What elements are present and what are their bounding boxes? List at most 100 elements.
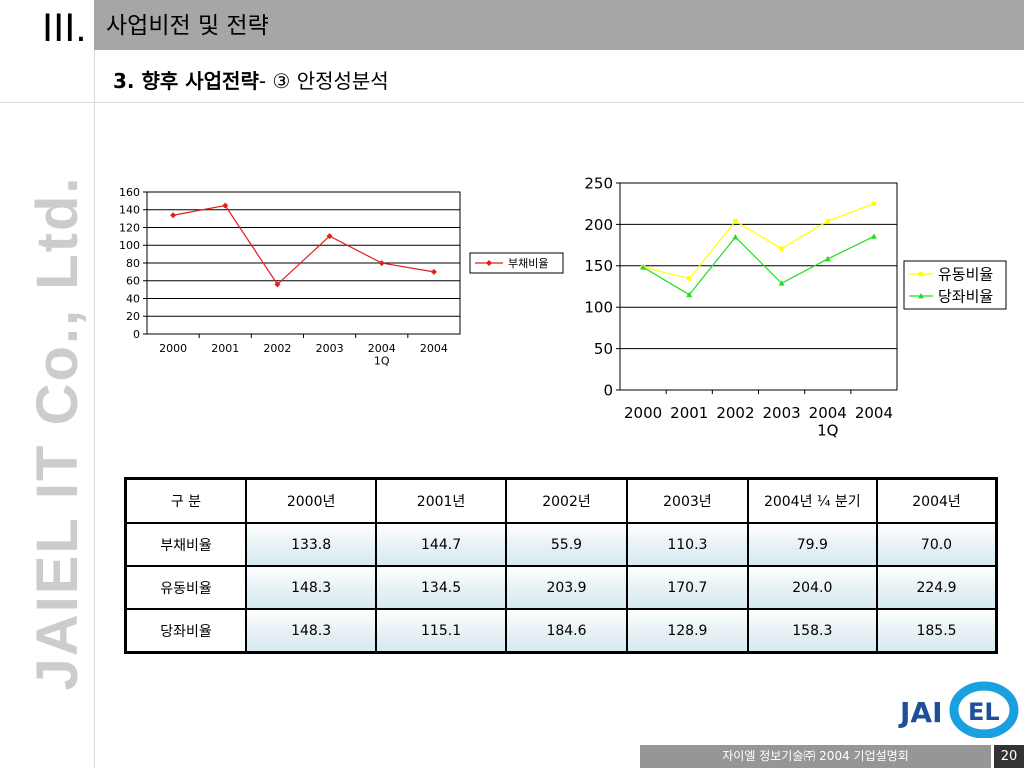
table-row-label: 유동비율 — [124, 565, 247, 610]
x-tick-label: 2002 — [263, 342, 291, 355]
jaiel-logo: JAI EL — [898, 681, 1019, 738]
y-tick-label: 120 — [119, 221, 140, 234]
table-cell: 148.3 — [244, 565, 378, 610]
x-tick-label: 2002 — [716, 404, 754, 422]
footer-bar: 자이엘 정보기술㈜ 2004 기업설명회 — [640, 745, 991, 768]
y-tick-label: 100 — [584, 299, 613, 317]
table-header-cell: 2000년 — [244, 477, 378, 524]
legend-marker — [918, 293, 924, 299]
table-cell: 185.5 — [876, 608, 998, 654]
subtitle-bold-part: 3. 향후 사업전략 — [113, 69, 259, 93]
subtitle-rest-part: - ③ 안정성분석 — [258, 69, 389, 93]
table-header-cell: 2004년 ¼ 분기 — [746, 477, 879, 524]
section-title: 사업비전 및 전략 — [106, 13, 269, 39]
x-tick-label: 2004 1Q — [809, 404, 847, 439]
table-cell: 148.3 — [244, 608, 378, 654]
legend-label: 당좌비율 — [938, 287, 993, 305]
table-cell: 204.0 — [746, 565, 879, 610]
legend-marker — [486, 260, 492, 266]
table-cell: 224.9 — [876, 565, 998, 610]
table-cell: 115.1 — [375, 608, 507, 654]
legend-label: 부채비율 — [508, 257, 548, 270]
table-cell: 203.9 — [504, 565, 629, 610]
table-header-cell: 2004년 — [876, 477, 998, 524]
data-point — [779, 246, 784, 251]
company-watermark: JAIEL IT Co., Ltd. — [25, 175, 90, 691]
logo-text-left: JAI — [898, 696, 943, 729]
x-tick-label: 2001 — [211, 342, 239, 355]
data-point — [825, 218, 830, 224]
data-point — [778, 280, 785, 286]
y-tick-label: 140 — [119, 204, 140, 217]
page-number: 20 — [994, 745, 1024, 768]
table-cell: 134.5 — [375, 565, 507, 610]
table-cell: 110.3 — [626, 522, 749, 567]
data-point — [732, 234, 739, 240]
data-point — [274, 281, 281, 288]
x-tick-label: 2001 — [670, 404, 708, 422]
y-tick-label: 150 — [584, 257, 613, 275]
data-point — [733, 218, 738, 224]
data-point — [871, 201, 877, 207]
y-tick-label: 20 — [126, 310, 140, 323]
table-cell: 79.9 — [746, 522, 879, 567]
x-tick-label: 2000 — [624, 404, 662, 422]
y-tick-label: 0 — [603, 381, 613, 399]
series-line — [642, 203, 875, 280]
x-tick-label: 2000 — [159, 342, 187, 355]
left-margin-divider — [94, 50, 95, 768]
series-line — [172, 204, 435, 286]
table-row: 당좌비율 148.3 115.1 184.6 128.9 158.3 185.5 — [124, 608, 998, 654]
table-cell: 144.7 — [375, 522, 507, 567]
table-cell: 128.9 — [626, 608, 749, 654]
data-point — [686, 291, 693, 298]
table-header-cell: 2001년 — [375, 477, 507, 524]
logo-text-right: EL — [968, 698, 1000, 726]
legend-marker — [918, 271, 924, 277]
data-point — [824, 255, 831, 262]
y-tick-label: 200 — [584, 216, 613, 234]
table-cell: 170.7 — [626, 565, 749, 610]
ratio-table: 구 분 2000년 2001년 2002년 2003년 2004년 ¼ 분기 2… — [124, 477, 998, 654]
x-tick-label: 2004 1Q — [368, 342, 396, 368]
y-tick-label: 80 — [126, 257, 140, 270]
table-cell: 70.0 — [876, 522, 998, 567]
header-divider — [0, 102, 1024, 103]
table-cell: 184.6 — [504, 608, 629, 654]
title-bar — [0, 0, 1024, 50]
logo-swoosh-icon — [949, 681, 1019, 738]
y-tick-label: 160 — [119, 186, 140, 199]
table-cell: 55.9 — [504, 522, 629, 567]
legend-box — [469, 252, 564, 274]
y-tick-label: 100 — [119, 239, 140, 252]
table-cell: 133.8 — [244, 522, 378, 567]
x-tick-label: 2004 — [420, 342, 448, 355]
table-header-row: 구 분 2000년 2001년 2002년 2003년 2004년 ¼ 분기 2… — [124, 477, 998, 524]
x-tick-label: 2003 — [316, 342, 344, 355]
section-number: III. — [42, 6, 87, 50]
data-point — [687, 276, 692, 281]
y-tick-label: 60 — [126, 275, 140, 288]
liquidity-ratio-chart: 0 50 100 150 200 250 2000 2001 2002 2003 2004 1Q 200… — [584, 174, 1007, 439]
data-point — [378, 260, 385, 267]
table-header-cell: 2003년 — [626, 477, 749, 524]
data-point — [640, 264, 647, 270]
legend-box — [903, 260, 1007, 310]
x-tick-label: 2003 — [762, 404, 800, 422]
data-point — [326, 233, 333, 240]
table-header-cell: 2002년 — [504, 477, 629, 524]
y-tick-label: 50 — [594, 340, 613, 358]
data-point — [222, 202, 229, 209]
data-point — [870, 233, 877, 239]
table-row: 유동비율 148.3 134.5 203.9 170.7 204.0 224.9 — [124, 565, 998, 610]
y-tick-label: 0 — [133, 328, 140, 341]
table-row-label: 부채비율 — [124, 522, 247, 567]
slide-subtitle: 3. 향후 사업전략- ③ 안정성분석 — [113, 68, 389, 94]
y-tick-label: 250 — [584, 174, 613, 192]
table-row: 부채비율 133.8 144.7 55.9 110.3 79.9 70.0 — [124, 522, 998, 567]
plot-area — [619, 182, 898, 391]
table-row-label: 당좌비율 — [124, 608, 247, 654]
series-line — [642, 235, 875, 296]
legend-label: 유동비율 — [938, 265, 993, 283]
x-tick-label: 2004 — [855, 404, 893, 422]
